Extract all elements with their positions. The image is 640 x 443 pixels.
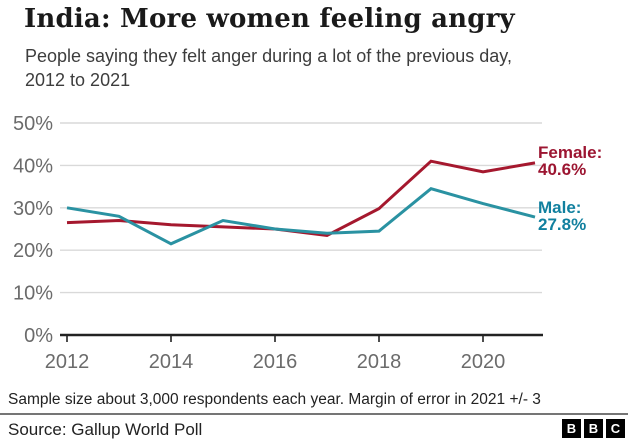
series-label-name: Male: (538, 198, 582, 217)
x-tick-label: 2014 (149, 351, 194, 373)
chart-subtitle: People saying they felt anger during a l… (25, 44, 625, 92)
series-label-name: Female: (538, 143, 603, 162)
chart-subtitle-line1: People saying they felt anger during a l… (25, 46, 512, 66)
bbc-logo-block: C (606, 419, 625, 438)
y-tick-label: 10% (13, 283, 53, 305)
y-tick-label: 40% (13, 155, 53, 177)
series-label-female: Female: 40.6% (538, 144, 638, 178)
footer-divider (0, 413, 628, 415)
x-tick-label: 2020 (461, 351, 506, 373)
line-chart: 0% 10% 20% 30% 40% 50% 2012 2014 2016 2018 2020 (13, 113, 543, 373)
bbc-logo-block: B (584, 419, 603, 438)
x-tick-label: 2012 (45, 351, 90, 373)
y-tick-label: 30% (13, 198, 53, 220)
series-label-value: 40.6% (538, 160, 587, 179)
source-credit: Source: Gallup World Poll (8, 420, 203, 439)
series-label-value: 27.8% (538, 215, 587, 234)
series-line-male (66, 187, 536, 246)
bbc-logo-block: B (562, 419, 581, 438)
x-tick-label: 2018 (357, 351, 402, 373)
chart-title: India: More women feeling angry (24, 4, 515, 34)
footnote: Sample size about 3,000 respondents each… (8, 391, 541, 408)
x-tick-label: 2016 (253, 351, 298, 373)
y-tick-label: 0% (24, 325, 53, 347)
chart-subtitle-line2: 2012 to 2021 (25, 70, 131, 90)
series-label-male: Male: 27.8% (538, 199, 638, 233)
y-tick-label: 20% (13, 240, 53, 262)
y-tick-label: 50% (13, 113, 53, 135)
